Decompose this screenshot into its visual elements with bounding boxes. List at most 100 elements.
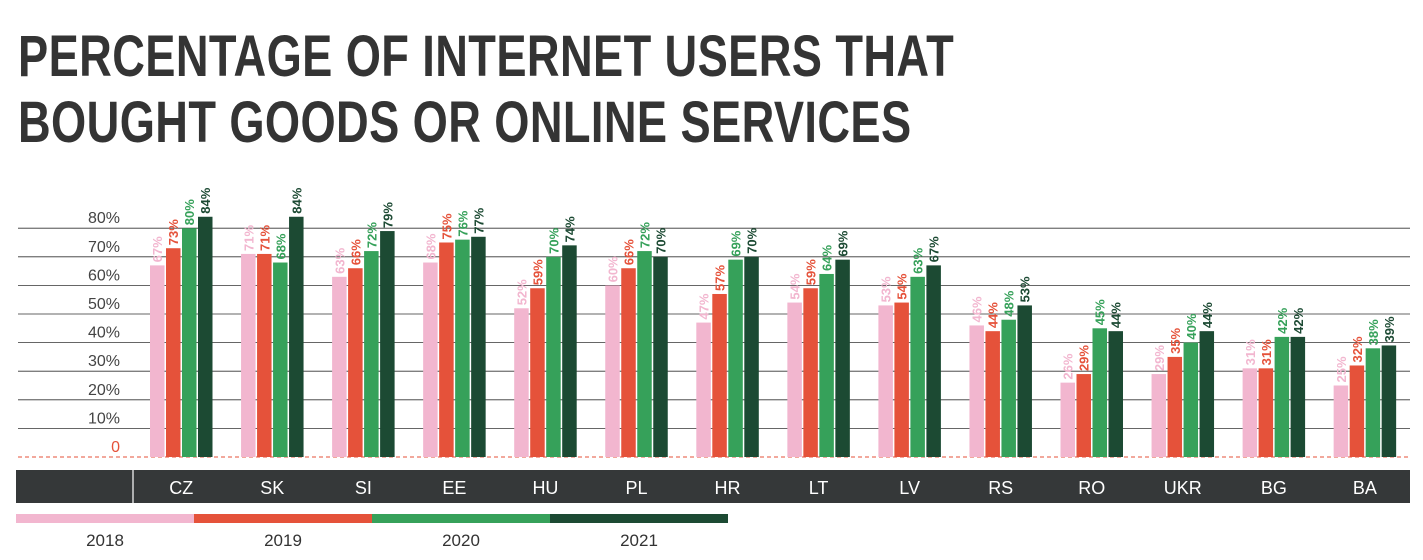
data-label-HR-2019: 57% <box>713 265 728 291</box>
y-tick-label: 30% <box>88 353 120 370</box>
bar-BA-2019 <box>1349 365 1365 457</box>
bar-SK-2019 <box>257 253 272 457</box>
data-label-SI-2021: 79% <box>380 202 395 228</box>
bar-SK-2021 <box>289 216 304 457</box>
bar-SI-2020 <box>364 251 379 457</box>
category-label-RS: RS <box>988 478 1013 498</box>
data-label-CZ-2021: 84% <box>198 187 213 213</box>
bar-PL-2021 <box>653 256 668 457</box>
bar-LT-2020 <box>819 273 834 457</box>
bar-CZ-2020 <box>182 228 197 457</box>
category-label-BA: BA <box>1353 478 1377 498</box>
bar-HU-2020 <box>546 256 561 457</box>
bar-CZ-2019 <box>166 248 181 457</box>
bar-LT-2018 <box>787 302 802 457</box>
bar-BA-2021 <box>1381 345 1397 457</box>
data-label-UKR-2020: 40% <box>1184 313 1199 339</box>
data-label-HU-2019: 59% <box>530 259 545 285</box>
bar-HR-2019 <box>712 293 727 457</box>
data-label-LV-2019: 54% <box>895 273 910 299</box>
bar-UKR-2021 <box>1199 331 1215 457</box>
data-label-EE-2018: 68% <box>423 233 438 259</box>
y-tick-label: 20% <box>88 382 120 399</box>
bar-PL-2018 <box>605 285 620 457</box>
data-label-RS-2018: 46% <box>970 296 985 322</box>
y-tick-label: 80% <box>88 210 120 227</box>
bar-CZ-2021 <box>198 216 213 457</box>
data-label-LT-2019: 59% <box>804 259 819 285</box>
category-label-EE: EE <box>442 478 466 498</box>
legend-swatch-2019 <box>194 514 372 523</box>
bar-EE-2020 <box>455 239 470 457</box>
bar-HR-2020 <box>728 259 743 457</box>
bar-LV-2018 <box>878 305 893 457</box>
data-label-LT-2020: 64% <box>820 245 835 271</box>
chart-title-line-2: BOUGHT GOODS OR ONLINE SERVICES <box>18 90 912 155</box>
bar-RS-2019 <box>985 331 1000 457</box>
bar-EE-2021 <box>471 236 486 457</box>
bar-UKR-2019 <box>1167 356 1183 457</box>
data-label-RO-2018: 26% <box>1061 353 1076 379</box>
chart-title-line-1: PERCENTAGE OF INTERNET USERS THAT <box>18 24 955 89</box>
data-label-HU-2021: 74% <box>562 216 577 242</box>
category-label-PL: PL <box>625 478 647 498</box>
category-label-RO: RO <box>1078 478 1105 498</box>
data-label-LV-2021: 67% <box>927 236 942 262</box>
data-label-RO-2019: 29% <box>1077 345 1092 371</box>
bar-RO-2019 <box>1076 374 1091 457</box>
bar-BG-2021 <box>1290 336 1306 457</box>
bar-BA-2020 <box>1365 348 1381 457</box>
data-label-RO-2021: 44% <box>1109 302 1124 328</box>
data-label-UKR-2019: 35% <box>1168 327 1183 353</box>
data-label-SI-2020: 72% <box>364 222 379 248</box>
data-label-CZ-2020: 80% <box>182 199 197 225</box>
data-label-RS-2019: 44% <box>986 302 1001 328</box>
data-label-EE-2020: 76% <box>455 210 470 236</box>
bar-HU-2019 <box>530 288 545 457</box>
bar-EE-2018 <box>423 262 438 457</box>
data-label-HU-2018: 52% <box>514 279 529 305</box>
bar-RO-2020 <box>1092 328 1107 457</box>
data-label-EE-2019: 75% <box>439 213 454 239</box>
bar-UKR-2018 <box>1151 374 1167 457</box>
data-label-CZ-2019: 73% <box>166 219 181 245</box>
legend-label-2018: 2018 <box>86 531 124 550</box>
bar-RS-2018 <box>969 325 984 457</box>
bar-HR-2021 <box>744 256 759 457</box>
bar-SI-2019 <box>348 268 363 457</box>
bar-LV-2021 <box>926 265 941 457</box>
category-label-BG: BG <box>1261 478 1287 498</box>
data-label-BG-2021: 42% <box>1291 307 1306 333</box>
y-tick-label: 60% <box>88 267 120 284</box>
y-tick-label: 0 <box>111 439 120 456</box>
category-label-CZ: CZ <box>169 478 193 498</box>
data-label-SK-2018: 71% <box>241 224 256 250</box>
bar-PL-2020 <box>637 251 652 457</box>
legend-label-2020: 2020 <box>442 531 480 550</box>
data-label-PL-2018: 60% <box>606 256 621 282</box>
bar-LV-2019 <box>894 302 909 457</box>
bar-PL-2019 <box>621 268 636 457</box>
data-label-LT-2021: 69% <box>836 230 851 256</box>
bar-CZ-2018 <box>150 265 165 457</box>
bar-RS-2021 <box>1017 305 1032 457</box>
data-label-BG-2018: 31% <box>1243 339 1258 365</box>
bar-EE-2019 <box>439 242 454 457</box>
category-label-HU: HU <box>532 478 558 498</box>
data-label-PL-2021: 70% <box>654 227 669 253</box>
bar-SI-2021 <box>380 231 395 457</box>
data-label-HR-2018: 47% <box>697 293 712 319</box>
category-label-HR: HR <box>715 478 741 498</box>
bar-SI-2018 <box>332 276 347 457</box>
legend-swatch-2018 <box>16 514 194 523</box>
y-tick-label: 50% <box>88 296 120 313</box>
data-label-RO-2020: 45% <box>1093 299 1108 325</box>
category-label-LV: LV <box>899 478 920 498</box>
y-tick-label: 10% <box>88 410 120 427</box>
data-label-HR-2021: 70% <box>745 227 760 253</box>
legend-swatch-2021 <box>550 514 728 523</box>
data-label-LT-2018: 54% <box>788 273 803 299</box>
data-label-SK-2021: 84% <box>289 187 304 213</box>
data-label-PL-2019: 66% <box>622 239 637 265</box>
